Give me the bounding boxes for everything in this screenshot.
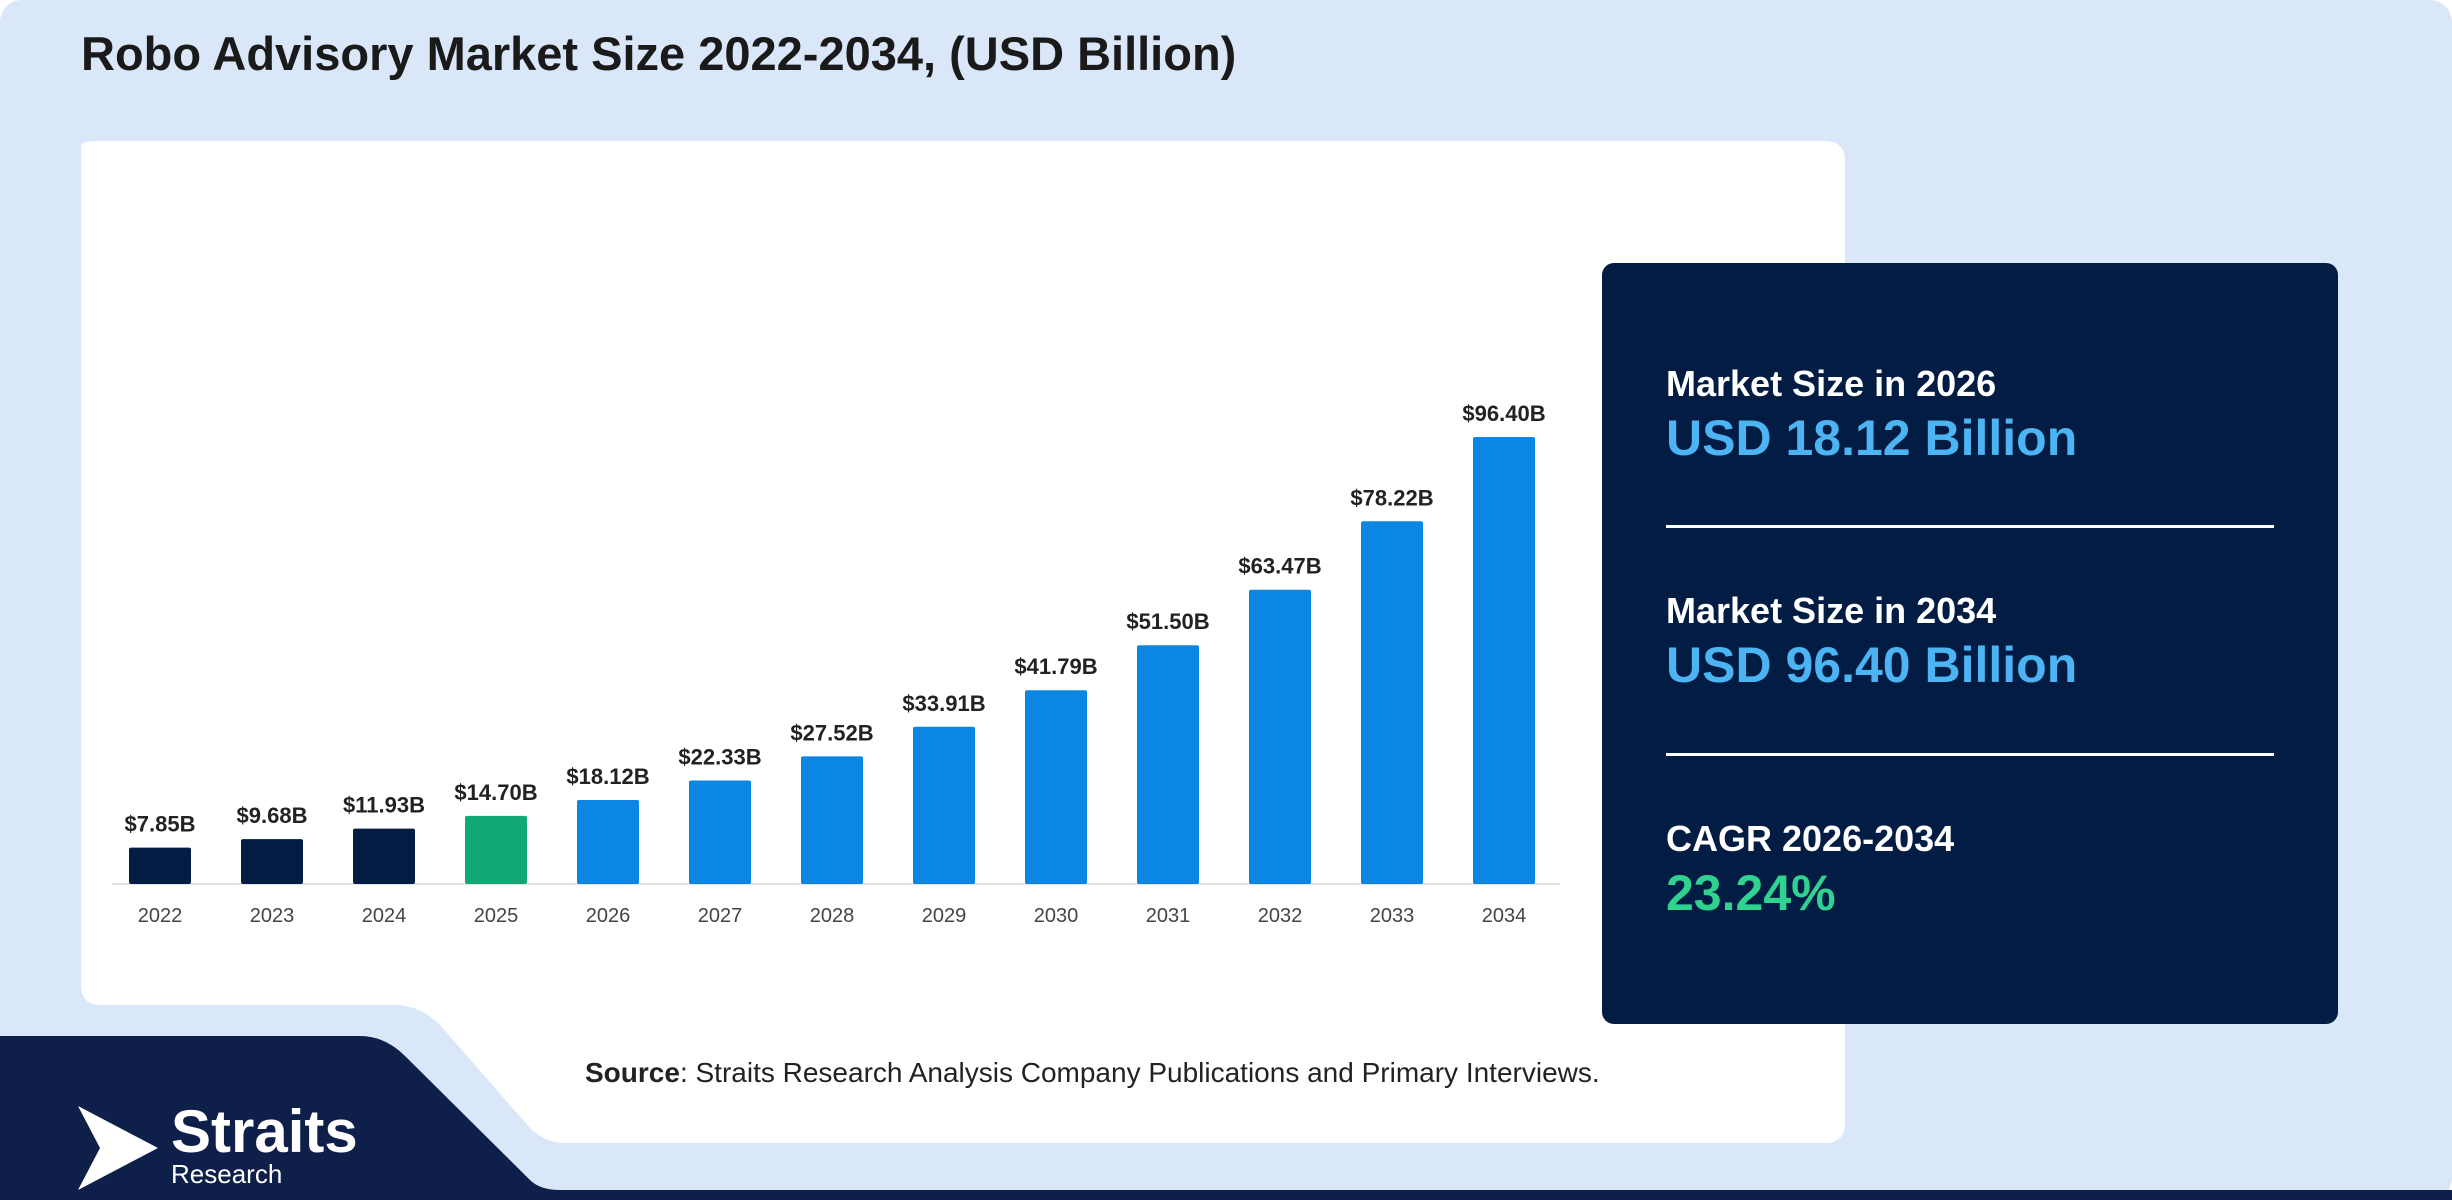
bar-2022 — [129, 847, 191, 884]
bar-2026 — [577, 799, 639, 884]
bar-2034 — [1473, 437, 1535, 884]
straits-arrow-icon — [78, 1106, 158, 1190]
x-tick-label-2028: 2028 — [810, 905, 855, 927]
bar-2028 — [801, 756, 863, 884]
x-tick-label-2029: 2029 — [922, 905, 967, 927]
bar-2029 — [913, 726, 975, 884]
bar-2024 — [353, 828, 415, 884]
chart-card — [81, 141, 1845, 1143]
stat-value: USD 96.40 Billion — [1666, 637, 2078, 693]
stat-market-size-2026: Market Size in 2026 USD 18.12 Billion — [1666, 363, 2274, 467]
stat-cagr: CAGR 2026-2034 23.24% — [1666, 818, 2274, 922]
data-label-2028: $27.52B — [790, 720, 873, 745]
data-label-2023: $9.68B — [237, 803, 308, 828]
x-tick-label-2034: 2034 — [1482, 905, 1527, 927]
data-label-2034: $96.40B — [1462, 401, 1545, 426]
data-label-2025: $14.70B — [454, 780, 537, 805]
bar-2031 — [1137, 645, 1199, 884]
x-tick-label-2032: 2032 — [1258, 905, 1303, 927]
chart-title: Robo Advisory Market Size 2022-2034, (US… — [81, 27, 1237, 80]
data-label-2026: $18.12B — [566, 764, 649, 789]
bar-2027 — [689, 780, 751, 884]
x-tick-label-2022: 2022 — [138, 905, 183, 927]
stat-label: Market Size in 2034 — [1666, 590, 1997, 631]
stat-divider — [1666, 525, 2274, 528]
bar-2025 — [465, 815, 527, 884]
x-tick-label-2031: 2031 — [1146, 905, 1191, 927]
data-label-2032: $63.47B — [1238, 554, 1321, 579]
footer-band — [0, 1036, 2452, 1200]
stat-value: 23.24% — [1666, 865, 1836, 921]
bars-layer: $7.85B 2022 $9.68B 2023 $11.93B 2024 $14.70B 20… — [125, 401, 1546, 927]
source-note: Source: Straits Research Analysis Compan… — [585, 1057, 1600, 1089]
source-text: : Straits Research Analysis Company Publ… — [679, 1057, 1600, 1088]
bar-2032 — [1249, 589, 1311, 884]
straits-research-logo: Straits Research — [78, 1100, 398, 1190]
logo-subtitle: Research — [171, 1159, 283, 1189]
data-label-2024: $11.93B — [343, 793, 425, 818]
stats-panel: Market Size in 2026 USD 18.12 Billion Ma… — [1602, 263, 2338, 1024]
x-tick-label-2023: 2023 — [250, 905, 295, 927]
bar-2023 — [241, 839, 303, 884]
x-tick-label-2030: 2030 — [1034, 905, 1079, 927]
data-label-2033: $78.22B — [1350, 485, 1433, 510]
stat-divider — [1666, 753, 2274, 756]
bar-2033 — [1361, 521, 1423, 884]
x-tick-label-2026: 2026 — [586, 905, 631, 927]
logo-wordmark: Straits — [171, 1098, 358, 1165]
bar-2030 — [1025, 690, 1087, 884]
data-label-2027: $22.33B — [678, 744, 761, 769]
stat-market-size-2034: Market Size in 2034 USD 96.40 Billion — [1666, 590, 2274, 694]
data-label-2030: $41.79B — [1014, 654, 1097, 679]
data-label-2029: $33.91B — [902, 691, 985, 716]
data-label-2022: $7.85B — [125, 812, 196, 837]
stat-label: Market Size in 2026 — [1666, 363, 1997, 404]
x-tick-label-2033: 2033 — [1370, 905, 1415, 927]
x-tick-label-2027: 2027 — [698, 905, 743, 927]
x-tick-label-2025: 2025 — [474, 905, 519, 927]
source-label: Source — [585, 1057, 680, 1088]
x-tick-label-2024: 2024 — [362, 905, 407, 927]
data-label-2031: $51.50B — [1126, 609, 1209, 634]
stat-value: USD 18.12 Billion — [1666, 410, 2078, 466]
stat-label: CAGR 2026-2034 — [1666, 818, 1955, 859]
